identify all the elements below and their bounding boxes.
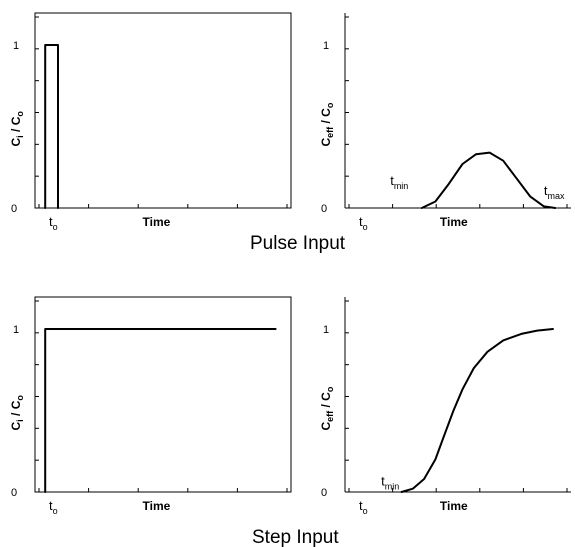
y-axis-label: Ci / Co: [9, 111, 25, 147]
y-tick-label-0: 0: [11, 487, 17, 499]
x-axis-label: Time: [143, 215, 171, 229]
annotation-min: tmin: [390, 173, 408, 191]
pulse-effluent-concentration-data-point: [516, 178, 518, 180]
pulse-input-concentration-data-point: [44, 207, 46, 209]
pulse-effluent-concentration-data-point: [489, 152, 491, 154]
step-effluent-concentration-data-point: [502, 339, 504, 341]
y-axis-label-rest-sub: o: [325, 102, 335, 108]
x-marker-t0: to: [359, 498, 368, 516]
y-axis-label-rest-sub: o: [325, 386, 335, 392]
y-axis-label-rest-sub: o: [15, 111, 25, 117]
pulse-input-concentration-series-line: [44, 44, 59, 209]
x-marker-t0: to: [49, 498, 58, 516]
y-axis-label-rest: / C: [9, 400, 23, 419]
y-tick-label-1: 1: [13, 324, 19, 336]
step-input-concentration-data-point: [275, 328, 277, 330]
annotation-max: tmax: [544, 183, 565, 201]
plot-frame: [34, 12, 292, 209]
x-marker-t0-sub: o: [53, 222, 58, 232]
step-input-concentration-data-point: [44, 328, 46, 330]
x-marker-t0-main: t: [49, 498, 53, 513]
y-axis-label-rest-sub: o: [15, 395, 25, 401]
step-effluent-concentration-data-point: [452, 409, 455, 412]
step-effluent-concentration-data-point: [520, 333, 522, 335]
annotation-min: tmin: [381, 473, 399, 491]
annotation-min-sub: min: [394, 181, 409, 191]
step-effluent-concentration-data-point: [473, 367, 475, 369]
y-axis-label-sub: i: [15, 419, 25, 422]
step-effluent-concentration-data-point: [443, 434, 445, 436]
pulse-effluent-concentration-data-point: [502, 160, 504, 162]
x-axis-label: Time: [143, 499, 171, 513]
y-axis-label-sub: eff: [325, 126, 335, 138]
annotation-min-main: t: [390, 173, 394, 188]
y-axis-label-main: C: [9, 422, 23, 431]
pulse-effluent-concentration-data-point: [448, 183, 450, 185]
step-effluent-concentration-data-point: [552, 328, 554, 330]
pulse-effluent-concentration-data-point: [543, 205, 545, 207]
y-tick-label-1: 1: [323, 324, 329, 336]
pulse-effluent-concentration-data-point: [554, 207, 556, 209]
step-effluent-concentration-data-point: [434, 458, 436, 460]
step-effluent-concentration-data-point: [412, 488, 414, 490]
step-effluent-concentration-data-point: [486, 351, 488, 353]
y-tick-label-0: 0: [321, 487, 327, 499]
step-effluent-concentration-data-point: [461, 388, 464, 390]
x-marker-t0-main: t: [359, 498, 363, 513]
annotation-max-sub: max: [548, 191, 566, 201]
y-axis-label-sub: i: [15, 135, 25, 138]
pulse-effluent-concentration-data-point: [529, 196, 531, 198]
y-tick-label-0: 0: [321, 203, 327, 215]
x-marker-t0-sub: o: [363, 506, 368, 516]
pulse-effluent-concentration-series-line: [420, 151, 557, 209]
x-marker-t0-main: t: [49, 214, 53, 229]
y-tick-label-1: 1: [13, 40, 19, 52]
x-marker-t0: to: [49, 214, 58, 232]
y-axis-label-main: C: [9, 138, 23, 147]
y-tick-label-1: 1: [323, 40, 329, 52]
x-marker-t0-sub: o: [53, 506, 58, 516]
y-axis-label-rest: / C: [9, 116, 23, 135]
annotation-min-main: t: [381, 473, 385, 488]
y-axis-label: Ceff / Co: [319, 386, 335, 430]
pulse-effluent-concentration-data-point: [421, 207, 423, 209]
pulse-effluent-concentration-data-point: [434, 200, 436, 203]
y-axis-label: Ceff / Co: [319, 102, 335, 146]
pulse-effluent-concentration-data-point: [475, 153, 477, 155]
step-input-concentration-data-point: [44, 491, 46, 493]
pulse-input-concentration-data-point: [57, 207, 59, 209]
pulse-effluent-concentration-data-point: [461, 163, 464, 165]
y-axis-label: Ci / Co: [9, 395, 25, 431]
caption-pulse-input: Pulse Input: [250, 233, 346, 254]
y-axis-label-main: C: [319, 422, 333, 431]
y-axis-label-rest: / C: [319, 392, 333, 411]
y-axis-label-rest: / C: [319, 108, 333, 127]
step-effluent-concentration-data-point: [423, 478, 425, 480]
y-axis-label-main: C: [319, 138, 333, 147]
x-axis-label: Time: [440, 215, 468, 229]
y-axis-label-sub: eff: [325, 410, 335, 422]
plot-frame: [34, 296, 292, 493]
step-effluent-concentration-data-point: [400, 491, 403, 493]
x-marker-t0-main: t: [359, 214, 363, 229]
step-effluent-concentration-series-line: [400, 328, 554, 493]
x-axis-label: Time: [440, 499, 468, 513]
pulse-input-concentration-data-point: [57, 44, 59, 46]
caption-step-input: Step Input: [252, 527, 339, 547]
x-marker-t0-sub: o: [363, 222, 368, 232]
x-marker-t0: to: [359, 214, 368, 232]
pulse-input-concentration-data-point: [44, 44, 46, 46]
annotation-max-main: t: [544, 183, 548, 198]
step-effluent-concentration-data-point: [536, 330, 538, 332]
annotation-min-sub: min: [385, 481, 400, 491]
step-input-concentration-series-line: [44, 328, 277, 493]
y-tick-label-0: 0: [11, 203, 17, 215]
